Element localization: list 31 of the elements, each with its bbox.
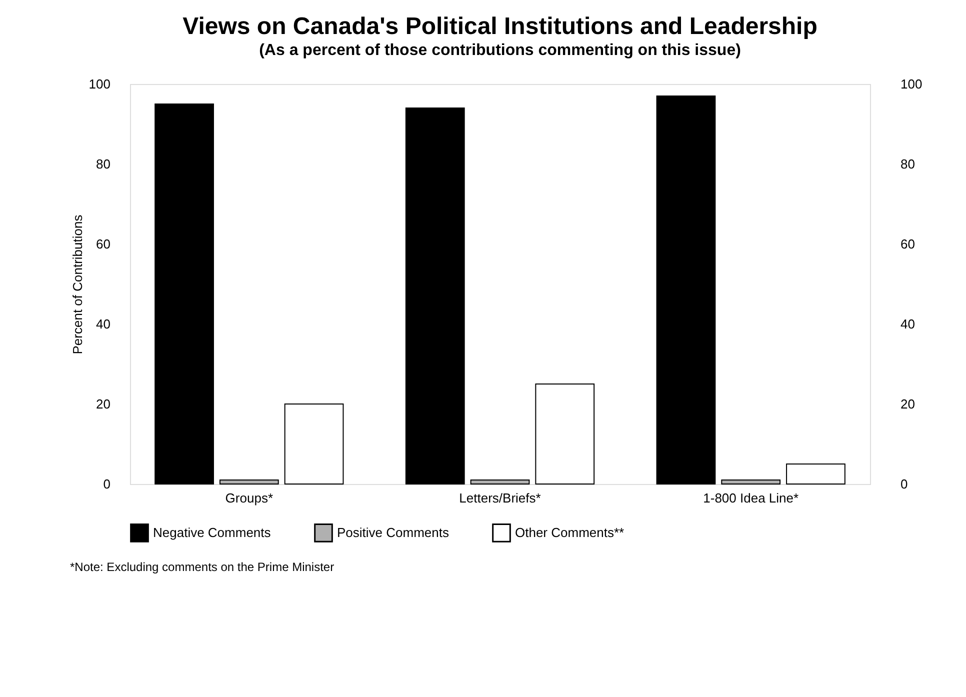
bar: [721, 480, 781, 484]
y2-tick-label: 80: [900, 156, 915, 172]
legend-label: Negative Comments: [153, 524, 272, 540]
bar: [219, 480, 279, 484]
y-tick-label: 100: [88, 76, 110, 92]
legend-label: Positive Comments: [337, 524, 450, 540]
legend-label: Other Comments**: [515, 524, 624, 540]
y-tick-label: 40: [96, 316, 110, 332]
y2-tick-label: 0: [900, 476, 908, 492]
bar: [786, 464, 846, 484]
x-tick-label: 1-800 Idea Line*: [703, 490, 799, 506]
y-tick-label: 80: [96, 156, 110, 172]
y2-tick-label: 20: [900, 396, 915, 412]
chart-subtitle: (As a percent of those contributions commenting on this issue): [259, 42, 741, 59]
bar: [284, 404, 344, 484]
chart-title: Views on Canada's Political Institutions and Leadership: [182, 13, 818, 40]
bar: [154, 104, 214, 484]
y-axis-title: Percent of Contributions: [70, 214, 85, 354]
y2-tick-label: 100: [900, 76, 922, 92]
y-tick-label: 20: [96, 396, 110, 412]
y-tick-label: 0: [103, 476, 110, 492]
bar: [656, 96, 716, 484]
bar: [535, 384, 595, 484]
bar: [405, 108, 465, 484]
y2-tick-label: 40: [900, 316, 915, 332]
y2-tick-label: 60: [900, 236, 915, 252]
text: *Note: Excluding comments on the Prime Minister: [70, 560, 334, 574]
bar: [470, 480, 530, 484]
x-tick-label: Groups*: [225, 490, 274, 506]
y-tick-label: 60: [96, 236, 110, 252]
x-tick-label: Letters/Briefs*: [459, 490, 541, 506]
